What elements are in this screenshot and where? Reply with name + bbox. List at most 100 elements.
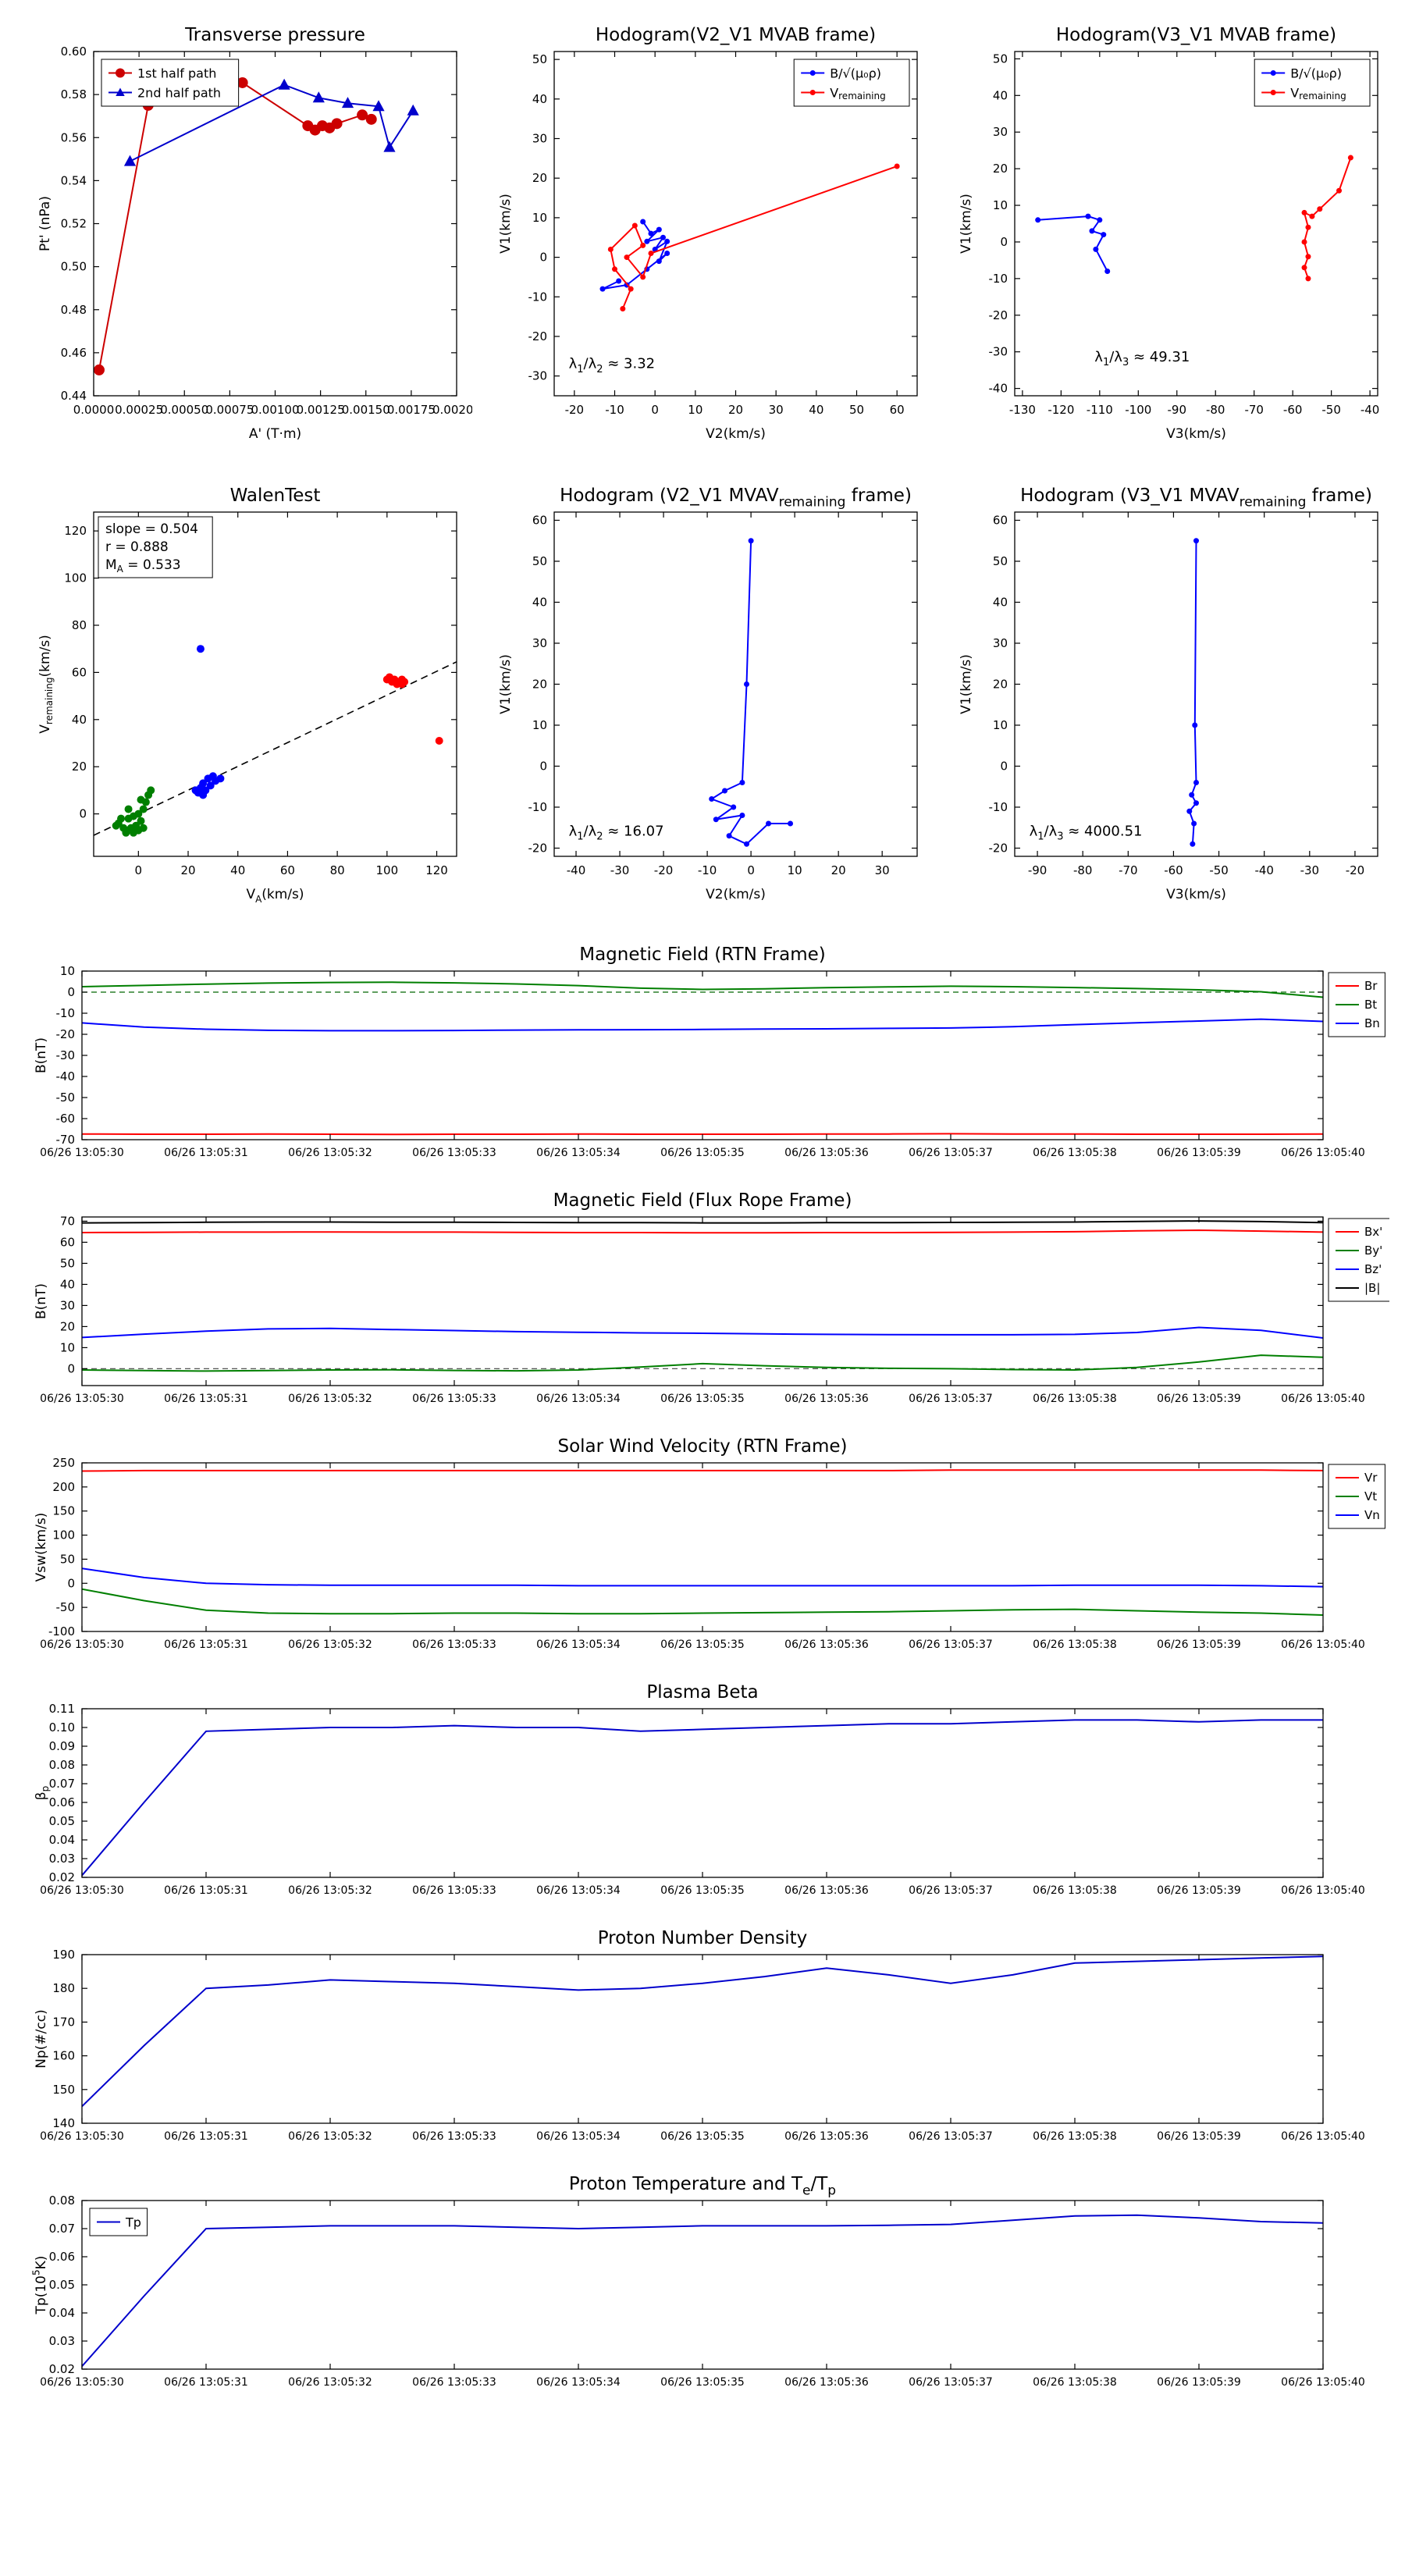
- y-tick-label: 20: [993, 162, 1008, 176]
- x-tick-label: -20: [654, 863, 674, 877]
- x-tick-label: -110: [1087, 403, 1113, 417]
- x-tick-label: 06/26 13:05:35: [660, 1884, 745, 1897]
- y-tick-label: 100: [64, 571, 87, 585]
- y-tick-label: 0: [67, 1361, 75, 1375]
- y-tick-label: -10: [528, 800, 548, 814]
- legend: Br Bt Bn: [1328, 972, 1385, 1037]
- x-tick-label: -80: [1206, 403, 1225, 417]
- y-tick-label: 120: [64, 524, 87, 538]
- x-tick-label: 06/26 13:05:33: [412, 2130, 496, 2143]
- chart-title: Hodogram(V3_V1 MVAB frame): [1056, 25, 1336, 45]
- x-tick-label: 06/26 13:05:31: [164, 1638, 248, 1651]
- y-tick-label: -50: [56, 1600, 76, 1614]
- y-tick-label: -20: [528, 329, 548, 343]
- y-tick-label: -30: [989, 345, 1008, 359]
- chart-transverse-pressure: 0.0000 0.00025 0.00050 0.00075 0.00100 0.0012…: [20, 14, 472, 455]
- x-tick-label: 06/26 13:05:37: [909, 1147, 993, 1159]
- y-tick-label: 40: [993, 596, 1008, 610]
- x-tick-label: 0.00125: [297, 403, 345, 417]
- x-tick-label: 120: [425, 863, 448, 877]
- chart-hodogram-v2v1-mvav: -40 -30 -20 -10 0 10 20 30 -20 -10 0 10 20 30 40 50 60 Ho…: [480, 475, 933, 916]
- x-tick-label: 20: [831, 863, 846, 877]
- chart-title: Magnetic Field (RTN Frame): [579, 945, 826, 965]
- x-tick-label: 06/26 13:05:32: [288, 2130, 372, 2143]
- legend: B/√(μ₀ρ) Vremaining: [793, 59, 910, 107]
- x-tick-label: 06/26 13:05:34: [536, 1147, 621, 1159]
- y-tick-label: 0.03: [49, 1852, 75, 1866]
- legend: Vr Vt Vn: [1328, 1464, 1385, 1529]
- y-tick-label: -40: [989, 382, 1008, 396]
- magnetic-field-flux-rope-plot: 06/26 13:05:30 06/26 13:05:31 06/26 13:05:…: [34, 1190, 1389, 1405]
- x-tick-label: -120: [1048, 403, 1074, 417]
- chart-solar-wind-velocity: 06/26 13:05:30 06/26 13:05:31 06/26 13:05:…: [16, 1429, 1389, 1670]
- y-tick-label: 0.08: [49, 2194, 75, 2208]
- y-tick-label: -40: [56, 1069, 76, 1083]
- svg-text:Bn: Bn: [1364, 1016, 1380, 1030]
- x-tick-label: 60: [280, 863, 295, 877]
- svg-text:Vt: Vt: [1364, 1489, 1377, 1503]
- chart-title: Hodogram (V2_V1 MVAVremaining frame): [560, 486, 912, 510]
- svg-text:Vremaining: Vremaining: [830, 85, 886, 101]
- y-tick-label: 20: [532, 171, 547, 185]
- x-tick-label: 06/26 13:05:38: [1033, 2130, 1117, 2143]
- y-tick-label: 150: [52, 1504, 75, 1518]
- svg-text:B/√(μ₀ρ): B/√(μ₀ρ): [830, 66, 881, 80]
- y-tick-label: 40: [72, 713, 87, 727]
- x-tick-label: 10: [688, 403, 702, 417]
- x-tick-label: 06/26 13:05:31: [164, 1393, 248, 1405]
- y-tick-label: -70: [56, 1133, 76, 1147]
- magnetic-field-rtn-plot: 06/26 13:05:30 06/26 13:05:31 06/26 13:05:…: [34, 945, 1385, 1159]
- y-tick-label: 30: [993, 125, 1008, 139]
- x-tick-label: -80: [1073, 863, 1093, 877]
- y-tick-label: 50: [532, 52, 547, 66]
- x-tick-label: -90: [1028, 863, 1048, 877]
- y-tick-label: 250: [52, 1456, 75, 1470]
- x-tick-label: 06/26 13:05:39: [1157, 2376, 1241, 2389]
- x-tick-label: -60: [1283, 403, 1303, 417]
- plasma-beta-plot: 06/26 13:05:30 06/26 13:05:31 06/26 13:05:…: [34, 1682, 1365, 1897]
- x-tick-label: 06/26 13:05:35: [660, 1638, 745, 1651]
- svg-text:Br: Br: [1364, 979, 1378, 993]
- y-tick-label: 40: [532, 596, 547, 610]
- chart-magnetic-field-flux-rope: 06/26 13:05:30 06/26 13:05:31 06/26 13:05:…: [16, 1183, 1389, 1425]
- x-tick-label: -60: [1164, 863, 1183, 877]
- x-tick-label: -100: [1125, 403, 1151, 417]
- y-tick-label: 30: [532, 132, 547, 146]
- svg-text:B/√(μ₀ρ): B/√(μ₀ρ): [1290, 66, 1342, 80]
- y-tick-label: 190: [52, 1948, 75, 1962]
- y-tick-label: 50: [60, 1552, 75, 1566]
- y-tick-label: 0.05: [49, 2278, 75, 2292]
- y-tick-label: 10: [532, 718, 547, 732]
- chart-plasma-beta: 06/26 13:05:30 06/26 13:05:31 06/26 13:05:…: [16, 1674, 1389, 1916]
- y-tick-label: 100: [52, 1528, 75, 1542]
- x-tick-label: 06/26 13:05:39: [1157, 1638, 1241, 1651]
- y-tick-label: -60: [56, 1112, 76, 1126]
- x-tick-label: 06/26 13:05:30: [40, 2376, 124, 2389]
- y-tick-label: 0.58: [61, 87, 87, 101]
- x-tick-label: 06/26 13:05:31: [164, 2130, 248, 2143]
- x-tick-label: 06/26 13:05:33: [412, 1638, 496, 1651]
- y-axis-label: V1(km/s): [498, 654, 514, 714]
- x-tick-label: 06/26 13:05:33: [412, 1393, 496, 1405]
- x-tick-label: 06/26 13:05:40: [1281, 1393, 1365, 1405]
- x-tick-label: 06/26 13:05:30: [40, 2130, 124, 2143]
- y-tick-label: -10: [56, 1006, 76, 1020]
- hodogram-v3v1-mvav-plot: -90 -80 -70 -60 -50 -40 -30 -20 -20 -10 0 10 20 30 40 5…: [959, 486, 1378, 902]
- y-tick-label: 150: [52, 2083, 75, 2097]
- y-tick-label: 30: [532, 636, 547, 650]
- legend: B/√(μ₀ρ) Vremaining: [1254, 59, 1371, 107]
- x-axis-label: V2(km/s): [706, 426, 766, 442]
- chart-proton-temperature: 06/26 13:05:30 06/26 13:05:31 06/26 13:05:…: [16, 2166, 1389, 2408]
- y-tick-label: 50: [993, 52, 1008, 66]
- x-tick-label: 06/26 13:05:39: [1157, 1147, 1241, 1159]
- x-tick-label: 06/26 13:05:36: [784, 2130, 869, 2143]
- y-tick-label: -20: [989, 308, 1008, 322]
- y-tick-label: 0.02: [49, 2362, 75, 2376]
- chart-hodogram-v3v1-mvab: -130 -120 -110 -100 -90 -80 -70 -60 -50 -40 -40 -30…: [941, 14, 1393, 455]
- x-tick-label: 06/26 13:05:32: [288, 1884, 372, 1897]
- x-tick-label: 06/26 13:05:35: [660, 1393, 745, 1405]
- x-tick-label: -90: [1168, 403, 1187, 417]
- y-tick-label: 50: [532, 554, 547, 568]
- y-tick-label: 10: [993, 718, 1008, 732]
- y-tick-label: 10: [532, 211, 547, 225]
